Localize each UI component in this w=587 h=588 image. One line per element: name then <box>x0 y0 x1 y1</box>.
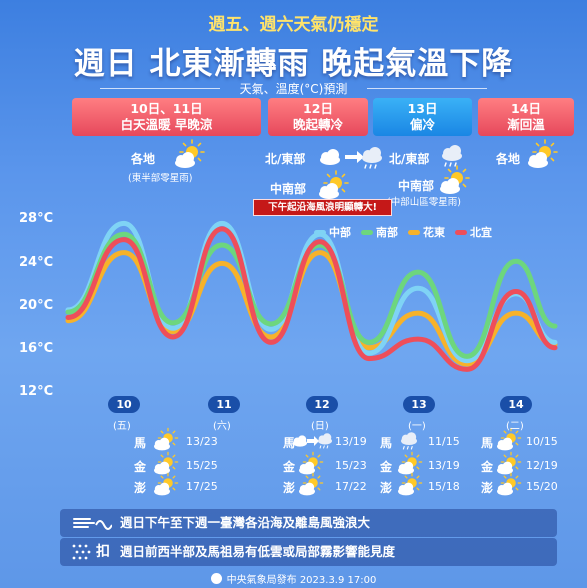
y-tick-label: 20°C <box>19 298 54 313</box>
island-name: 澎 <box>481 481 494 495</box>
island-name: 金 <box>134 460 147 474</box>
unit-label: 天氣、溫度(°C)預測 <box>239 82 348 96</box>
island-temps: 15/18 <box>428 480 460 493</box>
band-date: 10日、11日 <box>130 101 203 116</box>
legend-swatch <box>408 229 420 235</box>
day-pill: 12 <box>306 396 338 413</box>
subtitle: 週五、週六天氣仍穩定 <box>208 15 379 35</box>
island-name: 金 <box>380 460 393 474</box>
series-line-south <box>65 231 558 359</box>
band-day10-11: 10日、11日 白天溫暖 早晚涼 <box>72 98 261 136</box>
island-name: 馬 <box>481 436 494 450</box>
band-date: 13日 <box>407 101 438 116</box>
legend-item: 北宜 <box>455 224 492 240</box>
chart-legend: 中部 南部 花東 北宜 <box>314 224 492 240</box>
weekday-label: (二) <box>506 421 524 432</box>
island-name: 澎 <box>380 481 393 495</box>
arrow-right-icon <box>345 151 364 163</box>
alert-text: 週日下午至下週一臺灣各沿海及離島風強浪大 <box>120 515 371 530</box>
island-temps: 17/22 <box>335 480 367 493</box>
y-tick-label: 16°C <box>19 341 54 356</box>
island-temps: 15/20 <box>526 480 558 493</box>
haze-alert: 扣 週日前西半部及馬祖易有低雲或局部霧影響能見度 <box>60 538 557 566</box>
page-title: 週日 北東漸轉雨 晚起氣溫下降 <box>73 46 514 82</box>
island-temps: 12/19 <box>526 459 558 472</box>
legend-item: 南部 <box>361 224 398 240</box>
arrow-right-icon <box>307 436 319 446</box>
forecast-area-label: 各地 <box>131 152 156 166</box>
warning-badge: 下午起沿海風浪明顯轉大! <box>253 199 392 216</box>
island-name: 金 <box>283 460 296 474</box>
wind-wave-icon <box>73 518 112 530</box>
legend-label: 北宜 <box>470 226 492 239</box>
weekday-label: (六) <box>213 421 231 432</box>
forecast-area-label: 北/東部 <box>389 152 430 166</box>
island-name: 馬 <box>134 436 147 450</box>
forecast-area-label: 各地 <box>496 152 521 166</box>
island-temps: 13/23 <box>186 435 218 448</box>
legend-item: 花東 <box>408 224 445 240</box>
island-temps: 11/15 <box>428 435 460 448</box>
band-date: 14日 <box>511 101 541 116</box>
forecast-area-label: 中南部 <box>398 179 435 193</box>
footer: 中央氣象局發布 2023.3.9 17:00 <box>0 571 587 586</box>
band-date: 12日 <box>303 101 333 116</box>
island-name: 澎 <box>283 481 296 495</box>
island-name: 金 <box>481 460 494 474</box>
y-tick-label: 28°C <box>19 211 54 226</box>
band-desc: 晚起轉冷 <box>292 117 343 132</box>
legend-label: 花東 <box>423 226 445 239</box>
footer-text: 中央氣象局發布 2023.3.9 17:00 <box>226 575 377 586</box>
agency-logo-icon <box>210 573 222 584</box>
alert-text: 週日前西半部及馬祖易有低雲或局部霧影響能見度 <box>120 544 396 559</box>
island-name: 馬 <box>283 436 296 450</box>
band-day12: 12日 晚起轉冷 <box>268 98 368 136</box>
island-temps: 13/19 <box>335 435 367 448</box>
island-temps: 15/25 <box>186 459 218 472</box>
band-desc: 白天溫暖 早晚涼 <box>120 117 213 132</box>
island-name: 澎 <box>134 481 147 495</box>
island-name: 馬 <box>380 436 393 450</box>
divider-left <box>100 88 220 89</box>
weekday-label: (一) <box>408 421 426 432</box>
band-day13: 13日 偏冷 <box>373 98 472 136</box>
series-line-north <box>65 226 558 372</box>
wind-alert: 週日下午至下週一臺灣各沿海及離島風強浪大 <box>60 509 557 537</box>
band-day14: 14日 漸回溫 <box>478 98 574 136</box>
island-temps: 17/25 <box>186 480 218 493</box>
forecast-area-label: 北/東部 <box>265 152 306 166</box>
forecast-area-label: 中南部 <box>270 182 307 196</box>
day-pill: 10 <box>108 396 140 413</box>
forecast-note: (中部山區零星雨) <box>387 197 461 208</box>
day-pill: 13 <box>403 396 435 413</box>
weekday-label: (五) <box>113 421 131 432</box>
legend-swatch <box>361 229 373 235</box>
island-temps: 13/19 <box>428 459 460 472</box>
island-temps: 15/23 <box>335 459 367 472</box>
y-tick-label: 24°C <box>19 255 54 270</box>
y-tick-label: 12°C <box>19 384 54 399</box>
legend-swatch <box>455 229 467 235</box>
legend-label: 南部 <box>376 226 398 239</box>
day-pill: 14 <box>500 396 532 413</box>
forecast-note: (東半部零星雨) <box>128 173 193 184</box>
band-desc: 漸回溫 <box>507 117 545 132</box>
weekday-label: (日) <box>311 421 329 432</box>
band-desc: 偏冷 <box>409 117 435 132</box>
day-pill: 11 <box>208 396 240 413</box>
legend-label: 中部 <box>329 226 351 239</box>
fog-dots-icon <box>72 544 91 560</box>
haze-symbol: 扣 <box>96 544 110 560</box>
divider-right <box>367 88 487 89</box>
island-temps: 10/15 <box>526 435 558 448</box>
